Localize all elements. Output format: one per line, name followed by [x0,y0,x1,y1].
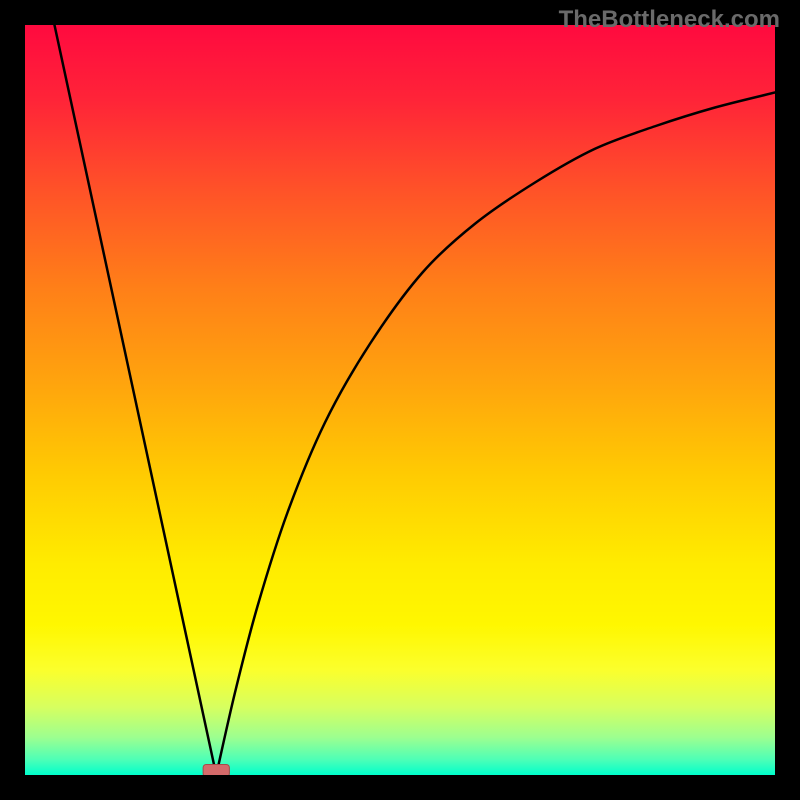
chart-container: TheBottleneck.com [0,0,800,800]
gradient-background [25,25,775,775]
bottleneck-curve-chart [0,0,800,800]
watermark-text: TheBottleneck.com [559,6,780,34]
vertex-marker [203,765,229,777]
